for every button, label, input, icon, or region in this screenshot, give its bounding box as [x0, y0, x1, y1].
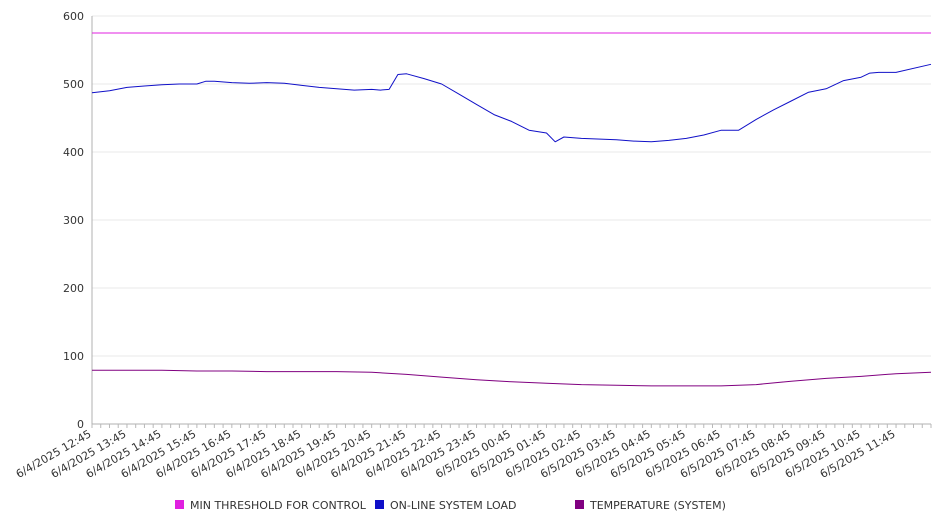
series-line-3	[92, 369, 932, 387]
legend-label: TEMPERATURE (SYSTEM)	[589, 499, 726, 512]
legend-label: ON-LINE SYSTEM LOAD	[390, 499, 516, 512]
y-tick-label: 100	[63, 350, 84, 363]
legend-label: MIN THRESHOLD FOR CONTROL	[190, 499, 367, 512]
grid	[92, 15, 931, 357]
y-tick-label: 300	[63, 214, 84, 227]
legend-swatch	[375, 500, 384, 509]
y-tick-label: 200	[63, 282, 84, 295]
legend-swatch	[175, 500, 184, 509]
y-tick-label: 600	[63, 10, 84, 23]
legend-swatch	[575, 500, 584, 509]
y-tick-label: 400	[63, 146, 84, 159]
series-lines	[91, 32, 932, 387]
legend: MIN THRESHOLD FOR CONTROL ON-LINE SYSTEM …	[175, 499, 726, 512]
y-tick-label: 500	[63, 78, 84, 91]
y-tick-label: 0	[77, 418, 84, 431]
series-line-2	[91, 63, 932, 143]
